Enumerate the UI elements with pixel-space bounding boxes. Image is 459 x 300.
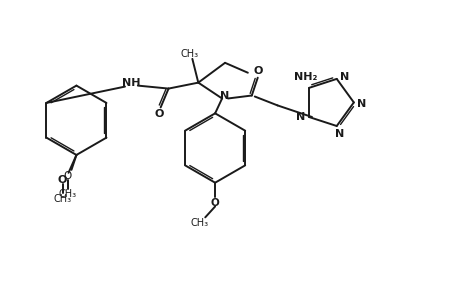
Text: CH₃: CH₃	[190, 218, 208, 228]
Text: N: N	[295, 112, 304, 122]
Text: N: N	[356, 99, 366, 110]
Text: O: O	[63, 171, 72, 181]
Text: O: O	[58, 175, 67, 185]
Text: N: N	[334, 129, 344, 139]
Text: O: O	[210, 197, 219, 208]
Text: NH: NH	[122, 78, 140, 88]
Text: N: N	[339, 72, 348, 82]
Text: O: O	[155, 109, 164, 119]
Text: O: O	[253, 66, 263, 76]
Text: NH₂: NH₂	[294, 72, 317, 82]
Text: CH₃: CH₃	[180, 49, 198, 59]
Text: CH₃: CH₃	[53, 194, 72, 203]
Text: N: N	[219, 91, 229, 100]
Text: CH₃: CH₃	[58, 189, 76, 199]
